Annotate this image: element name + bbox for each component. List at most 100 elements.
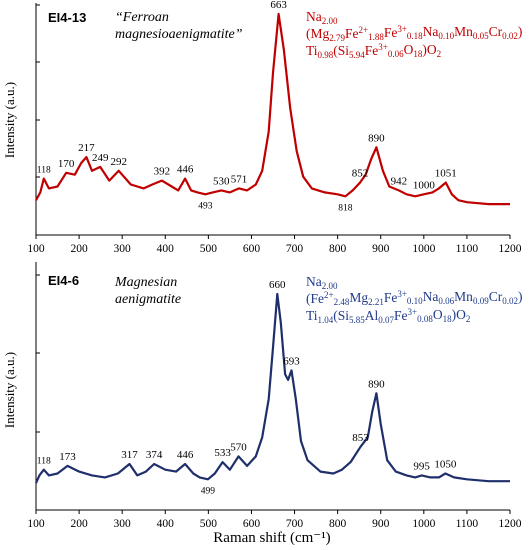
- y-axis-label: Intensity (a.u.): [2, 352, 17, 428]
- formula-segment: 3+: [397, 24, 407, 34]
- x-tick-label: 500: [200, 518, 218, 530]
- formula-segment: Fe: [384, 25, 398, 40]
- formula-segment: Na: [306, 9, 322, 24]
- formula-segment: Ti: [306, 43, 318, 58]
- peak-label: 446: [177, 449, 194, 461]
- formula-segment: Na: [306, 274, 322, 289]
- peak-label: 571: [231, 173, 248, 185]
- peak-label: 663: [270, 0, 287, 11]
- mineral-name-line-1: Magnesian: [114, 275, 177, 290]
- formula-segment: Na: [423, 24, 439, 39]
- formula-segment: 3+: [378, 42, 388, 52]
- formula-segment: Fe: [365, 43, 379, 58]
- peak-label: 118: [37, 166, 51, 176]
- x-tick-label: 300: [114, 243, 132, 255]
- formula-segment: Ti: [306, 308, 318, 323]
- x-tick-label: 400: [157, 243, 175, 255]
- x-tick-label: 900: [372, 518, 390, 530]
- peak-label: 533: [214, 447, 231, 459]
- peak-label: 890: [368, 132, 385, 144]
- mineral-name-line-2: magnesioaenigmatite”: [115, 27, 243, 42]
- peak-label: 170: [58, 158, 75, 170]
- x-tick-label: 700: [286, 518, 304, 530]
- formula-segment: 2.21: [368, 297, 384, 307]
- formula-segment: Mn: [454, 289, 473, 304]
- formula-segment: 0.02: [502, 296, 518, 306]
- x-tick-label: 100: [27, 243, 45, 255]
- peak-label: 499: [201, 486, 216, 496]
- x-tick-label: 500: [200, 243, 218, 255]
- formula-segment: 0.98: [318, 50, 334, 60]
- peak-label: 173: [59, 451, 76, 463]
- formula-segment: 0.06: [438, 296, 454, 306]
- formula-segment: 2: [466, 314, 471, 324]
- formula-segment: 0.10: [407, 296, 423, 306]
- x-tick-label: 800: [329, 243, 347, 255]
- formula-segment: O: [433, 307, 443, 322]
- formula-segment: 2.00: [322, 16, 338, 26]
- formula-segment: ): [518, 24, 523, 39]
- mineral-name-line-2: aenigmatite: [115, 292, 181, 307]
- peak-label: 693: [283, 355, 300, 367]
- formula-segment: 3+: [408, 307, 418, 317]
- y-axis-label: Intensity (a.u.): [2, 82, 17, 158]
- peak-label: 818: [338, 203, 353, 213]
- x-tick-label: 200: [70, 518, 88, 530]
- spectrum-line-ei4-6: [34, 292, 510, 484]
- formula-segment: )O: [422, 42, 436, 57]
- x-tick-label: 1200: [499, 518, 522, 530]
- formula-segment: 2+: [359, 25, 369, 35]
- formula-segment: ): [518, 289, 523, 304]
- peak-label: 317: [121, 449, 138, 461]
- formula-segment: Na: [423, 289, 439, 304]
- peak-label: 660: [269, 279, 286, 291]
- mineral-name-line-1: “Ferroan: [115, 10, 169, 25]
- formula-segment: 0.08: [417, 314, 433, 324]
- formula-line: Na2.00: [306, 274, 338, 291]
- spectrum-line-ei4-13: [35, 12, 510, 206]
- formula-line: Ti0.98(Si5.94Fe3+0.06O18)O2: [306, 42, 441, 60]
- formula-segment: 0.02: [502, 31, 518, 41]
- x-tick-label: 600: [243, 518, 261, 530]
- formula-segment: 1.88: [368, 32, 384, 42]
- formula-segment: 2.00: [322, 281, 338, 291]
- peak-label: 890: [368, 378, 385, 390]
- formula-segment: )O: [452, 307, 466, 322]
- peak-label: 374: [146, 449, 163, 461]
- formula-segment: Fe: [345, 26, 359, 41]
- formula-segment: (Fe: [306, 291, 324, 306]
- peak-label: 995: [413, 460, 430, 472]
- x-tick-label: 700: [286, 243, 304, 255]
- peak-label: 217: [78, 142, 95, 154]
- formula-segment: 0.10: [438, 31, 454, 41]
- peak-label: 1050: [434, 459, 457, 471]
- peak-label: 392: [154, 166, 171, 178]
- formula-segment: Cr: [489, 24, 503, 39]
- formula-segment: 18: [413, 49, 423, 59]
- x-tick-label: 800: [329, 518, 347, 530]
- x-tick-label: 900: [372, 243, 390, 255]
- formula-segment: (Mg: [306, 26, 329, 41]
- peak-label: 493: [198, 201, 213, 211]
- formula-segment: 0.09: [473, 296, 489, 306]
- peak-label: 853: [352, 432, 369, 444]
- formula-segment: (Si: [333, 308, 349, 323]
- peak-label: 249: [92, 152, 109, 164]
- chemical-formula: Na2.00(Fe2+2.48Mg2.21Fe3+0.10Na0.06Mn0.0…: [306, 274, 522, 325]
- peak-label: 570: [230, 441, 247, 453]
- formula-segment: 18: [443, 314, 453, 324]
- formula-line: (Mg2.79Fe2+1.88Fe3+0.18Na0.10Mn0.05Cr0.0…: [306, 24, 522, 43]
- x-tick-label: 1000: [412, 518, 435, 530]
- panel-ei4-6: 100 200 300 400 500 600 700 800 900 1000 1100 1200 …: [2, 262, 522, 546]
- panel-ei4-13: 100 200 300 400 500 600 700 800 900 1000 1100 1200 …: [2, 0, 522, 255]
- formula-segment: 2.79: [329, 33, 345, 43]
- formula-segment: 0.05: [473, 31, 489, 41]
- x-tick-label: 300: [114, 518, 132, 530]
- x-tick-label: 1200: [499, 243, 522, 255]
- formula-segment: 5.85: [349, 315, 365, 325]
- formula-segment: Cr: [489, 289, 503, 304]
- formula-segment: 0.18: [407, 31, 423, 41]
- peak-label: 942: [391, 175, 408, 187]
- x-axis-label: Raman shift (cm⁻¹): [213, 530, 330, 546]
